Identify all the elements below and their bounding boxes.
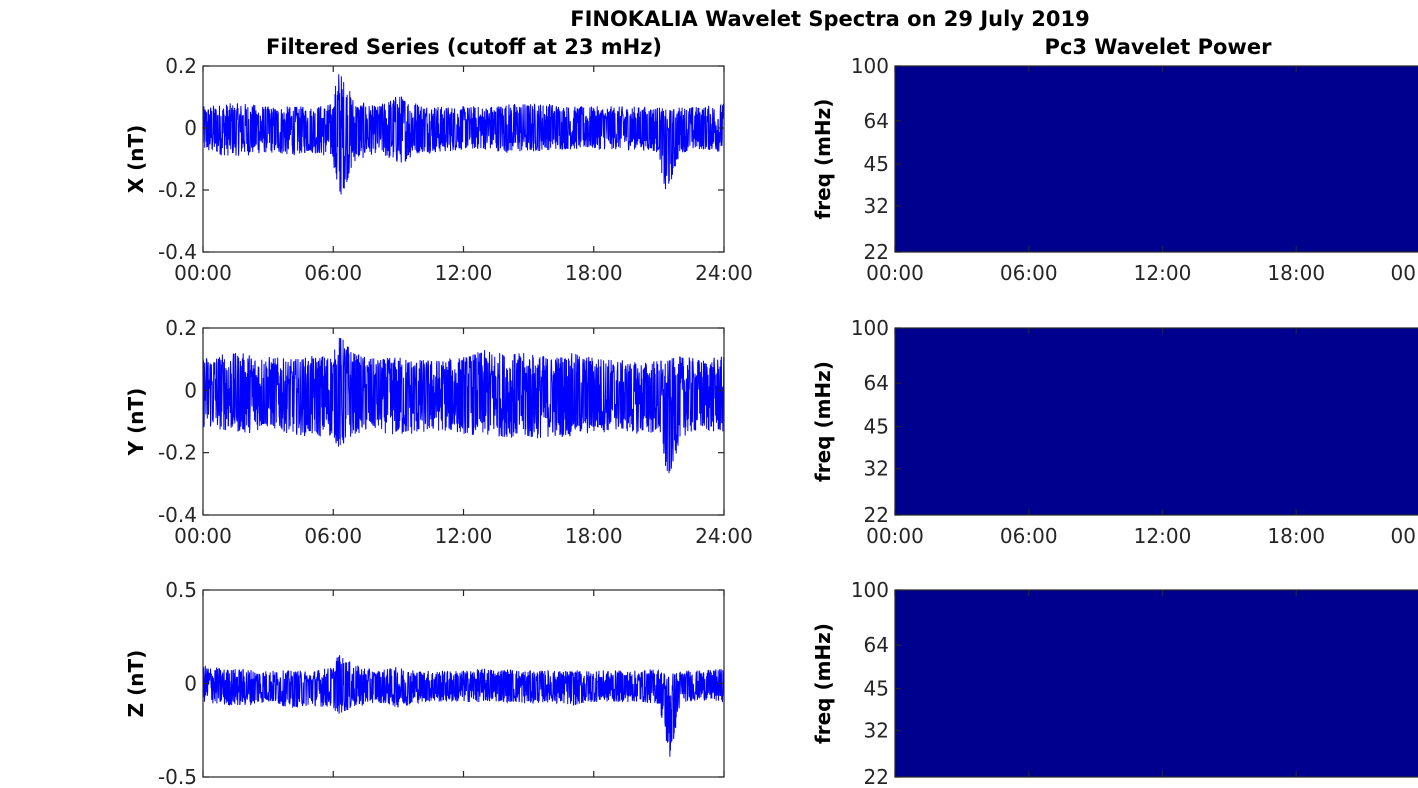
y-tick-label: 22: [864, 765, 889, 788]
x-tick-label: 24:00: [695, 524, 753, 548]
x-tick-label: 18:00: [1267, 524, 1325, 548]
x-tick-label: 18:00: [565, 261, 623, 285]
y-tick-label: 45: [864, 677, 889, 701]
signal-trace: [203, 337, 724, 474]
x-tick-label: 12:00: [435, 261, 493, 285]
y-axis-label: freq (mHz): [811, 99, 835, 220]
y-tick-label: 22: [864, 240, 889, 264]
right-column-title: Pc3 Wavelet Power: [1045, 35, 1273, 59]
x-tick-label: 06:00: [304, 524, 362, 548]
y-tick-label: 22: [864, 503, 889, 527]
left-column-title: Filtered Series (cutoff at 23 mHz): [266, 35, 662, 59]
x-tick-label: 24:00: [695, 261, 753, 285]
series-panel-3: 0.5 0 -0.5 Z (nT): [124, 578, 725, 788]
y-tick-label: 64: [864, 371, 889, 395]
y-tick-label: 0.2: [165, 316, 197, 340]
y-tick-label: -0.2: [158, 441, 197, 465]
x-tick-label: 00: [1391, 524, 1416, 548]
x-tick-label: 06:00: [304, 261, 362, 285]
y-axis-label: Z (nT): [124, 650, 148, 718]
series-panel-2: 00:00 06:00 12:00 18:00 24:00 0.2 0 -0.2 -0.4 Y (…: [124, 316, 753, 548]
y-axis-label: freq (mHz): [811, 623, 835, 744]
x-tick-label: 00: [1391, 261, 1416, 285]
x-tick-label: 12:00: [1134, 524, 1192, 548]
x-tick-label: 00:00: [174, 261, 232, 285]
panels: 00:00 06:00 12:00 18:00 24:00 0.2 0 -0.2 -0.4 X (…: [124, 54, 1418, 788]
signal-trace: [203, 74, 724, 195]
x-tick-label: 06:00: [1000, 524, 1058, 548]
y-tick-label: 32: [864, 457, 889, 481]
y-tick-label: 0.2: [165, 54, 197, 78]
power-map: [895, 66, 1418, 252]
x-tick-label: 12:00: [435, 524, 493, 548]
x-tick-label: 00:00: [174, 524, 232, 548]
y-tick-label: 45: [864, 152, 889, 176]
x-tick-label: 18:00: [565, 524, 623, 548]
y-tick-label: 100: [851, 316, 889, 340]
power-map: [895, 328, 1418, 515]
y-tick-label: 100: [851, 54, 889, 78]
y-tick-label: 0: [184, 672, 197, 696]
x-tick-label: 00:00: [866, 524, 924, 548]
y-tick-label: 32: [864, 194, 889, 218]
x-tick-label: 12:00: [1134, 261, 1192, 285]
y-tick-label: -0.4: [158, 503, 197, 527]
figure-title: FINOKALIA Wavelet Spectra on 29 July 201…: [570, 7, 1090, 31]
x-tick-label: 06:00: [1000, 261, 1058, 285]
y-axis-label: X (nT): [124, 125, 148, 194]
y-tick-label: 64: [864, 633, 889, 657]
axes-box: [202, 65, 725, 253]
power-map: [895, 590, 1418, 777]
power-panel-3: 100 64 45 32 22 freq (mHz): [811, 578, 1418, 788]
power-panel-1: 00:00 06:00 12:00 18:00 00 100 64 45 32 22 freq (m…: [811, 54, 1418, 285]
signal-trace: [203, 655, 724, 757]
y-tick-label: 0: [184, 378, 197, 402]
y-tick-label: 32: [864, 719, 889, 743]
y-tick-label: 0: [184, 116, 197, 140]
y-tick-label: 64: [864, 109, 889, 133]
x-tick-label: 00:00: [866, 261, 924, 285]
y-axis-label: Y (nT): [124, 388, 148, 457]
series-panel-1: 00:00 06:00 12:00 18:00 24:00 0.2 0 -0.2 -0.4 X (…: [124, 54, 753, 285]
y-tick-label: -0.5: [158, 765, 197, 788]
x-tick-label: 18:00: [1267, 261, 1325, 285]
power-panel-2: 00:00 06:00 12:00 18:00 00 100 64 45 32 22 freq (m…: [811, 316, 1418, 548]
y-tick-label: -0.2: [158, 178, 197, 202]
y-axis-label: freq (mHz): [811, 361, 835, 482]
y-tick-label: 100: [851, 578, 889, 602]
y-tick-label: 0.5: [165, 578, 197, 602]
y-tick-label: 45: [864, 415, 889, 439]
y-tick-label: -0.4: [158, 240, 197, 264]
